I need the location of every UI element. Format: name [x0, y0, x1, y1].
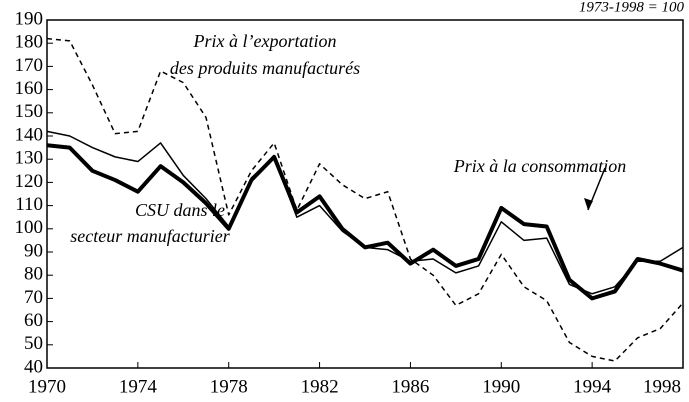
x-tick-label: 1970 — [28, 376, 66, 397]
y-tick-label: 130 — [15, 148, 44, 169]
y-tick-label: 140 — [15, 124, 44, 145]
x-tick-label: 1990 — [482, 376, 520, 397]
series-label: Prix à l’exportation des produits manufac… — [170, 31, 360, 78]
x-tick-label: 1986 — [391, 376, 429, 397]
y-tick-label: 60 — [24, 310, 43, 331]
x-tick-label: 1994 — [573, 376, 612, 397]
y-tick-label: 120 — [15, 171, 44, 192]
plot-frame — [46, 19, 684, 369]
y-tick-label: 150 — [15, 101, 44, 122]
y-tick-label: 190 — [15, 8, 44, 29]
series-label-line: des produits manufacturés — [170, 58, 360, 78]
y-tick-label: 110 — [15, 194, 43, 215]
x-tick-label: 1978 — [210, 376, 248, 397]
y-tick-label: 90 — [24, 240, 43, 261]
y-tick-label: 160 — [15, 78, 44, 99]
x-tick-label: 1998 — [643, 376, 681, 397]
y-tick-label: 50 — [24, 333, 43, 354]
y-tick-label: 180 — [15, 32, 44, 53]
x-tick-label: 1974 — [119, 376, 158, 397]
y-tick-label: 40 — [24, 356, 43, 377]
y-tick-label: 80 — [24, 264, 43, 285]
line-series — [46, 143, 684, 301]
annotation: 1973-1998 = 100 — [579, 0, 685, 15]
y-tick-label: 100 — [15, 217, 44, 238]
series-label-line: secteur manufacturier — [70, 226, 230, 246]
series-label: CSU dans le secteur manufacturier — [70, 200, 230, 246]
y-tick-label: 170 — [15, 55, 44, 76]
series-label-line: Prix à l’exportation — [193, 31, 337, 51]
x-tick-label: 1982 — [301, 376, 339, 397]
series-label: Prix à la consommation — [453, 156, 627, 176]
arrow-head — [584, 198, 593, 210]
line-series — [46, 37, 684, 362]
series-label-line: CSU dans le — [135, 200, 225, 220]
y-tick-label: 70 — [24, 287, 43, 308]
